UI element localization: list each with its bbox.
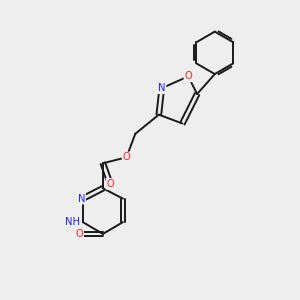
Text: N: N [78,194,85,204]
Text: O: O [123,152,130,162]
Text: NH: NH [65,217,80,227]
Text: N: N [158,83,166,93]
Text: O: O [106,179,114,189]
Text: O: O [184,71,192,81]
Text: O: O [76,229,83,239]
